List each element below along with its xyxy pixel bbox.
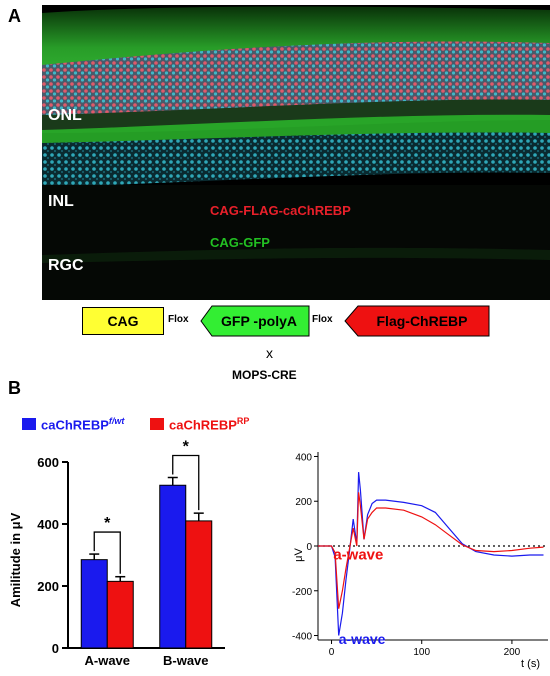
line-y-tick-label: 400 xyxy=(295,452,312,463)
line-y-tick-label: -400 xyxy=(292,632,312,643)
construct-flag-arrow xyxy=(344,305,490,337)
line-ylabel: μV xyxy=(293,548,305,562)
significance-bracket xyxy=(93,531,121,574)
cross-symbol: x xyxy=(266,345,273,361)
trace-fwt xyxy=(318,472,544,636)
layer-label-rgc: RGC xyxy=(48,257,84,274)
legend-label-fwt: caChREBPf/wt xyxy=(41,416,125,433)
line-x-tick-label: 200 xyxy=(504,647,521,658)
layer-label-onl: ONL xyxy=(48,107,82,124)
annotation-a-wave-red: a-wave xyxy=(333,546,383,563)
line-y-tick-label: -200 xyxy=(292,587,312,598)
construct-flag-label: Flag-ChREBP xyxy=(376,313,468,329)
line-x-tick-label: 0 xyxy=(329,647,335,658)
legend-swatch-fwt xyxy=(22,418,36,431)
annotation-a-wave-blue: a-wave xyxy=(339,631,386,647)
bar xyxy=(185,520,213,649)
erg-trace-chart: μV t (s) -400 -200 0 200 400 0 100 200 a-wave a-w… xyxy=(292,452,548,670)
legend-swatch-rp xyxy=(150,418,164,431)
line-y-tick-label: 200 xyxy=(295,497,312,508)
bar-ylabel: Amilitude in μV xyxy=(8,512,23,607)
construct-gfp-label: GFP -polyA xyxy=(221,313,297,329)
bar-y-tick-label: 200 xyxy=(37,579,59,594)
retina-micrograph: ONL INL RGC CAG-FLAG-caChREBP CAG-GFP xyxy=(42,5,550,300)
construct-flox-1: Flox xyxy=(168,314,189,325)
bar-y-tick-label: 600 xyxy=(37,455,59,470)
significance-star: * xyxy=(183,440,190,456)
panel-a-letter: A xyxy=(8,6,21,26)
transgene-label-red: CAG-FLAG-caChREBP xyxy=(210,203,351,218)
line-x-tick-label: 100 xyxy=(413,647,430,658)
bar-x-tick-label: B-wave xyxy=(163,653,209,668)
legend-item-fwt: caChREBPf/wt xyxy=(22,416,124,432)
construct-cag: CAG xyxy=(82,307,164,335)
legend-item-rp: caChREBPRP xyxy=(150,416,249,432)
bar-y-tick-label: 0 xyxy=(52,641,59,656)
line-y-tick-label: 0 xyxy=(306,542,312,553)
bar xyxy=(80,559,108,649)
bar-y-tick-label: 400 xyxy=(37,517,59,532)
significance-star: * xyxy=(104,515,111,532)
significance-bracket xyxy=(172,454,200,511)
transgene-label-green: CAG-GFP xyxy=(210,235,270,250)
line-xlabel: t (s) xyxy=(521,658,540,670)
bar-chart: Amilitude in μV 0 200 400 600 * A-wave * B-wave xyxy=(8,440,225,668)
cre-label: MOPS-CRE xyxy=(232,368,297,382)
panel-b-letter: B xyxy=(8,378,21,398)
micrograph-image xyxy=(42,5,550,300)
bar-x-tick-label: A-wave xyxy=(84,653,130,668)
bar xyxy=(106,580,134,649)
layer-label-inl: INL xyxy=(48,193,74,210)
construct-flox-2: Flox xyxy=(312,314,333,325)
trace-rp xyxy=(318,492,544,609)
construct-gfp-arrow xyxy=(200,305,310,337)
legend-label-rp: caChREBPRP xyxy=(169,416,250,433)
bar xyxy=(159,484,187,649)
